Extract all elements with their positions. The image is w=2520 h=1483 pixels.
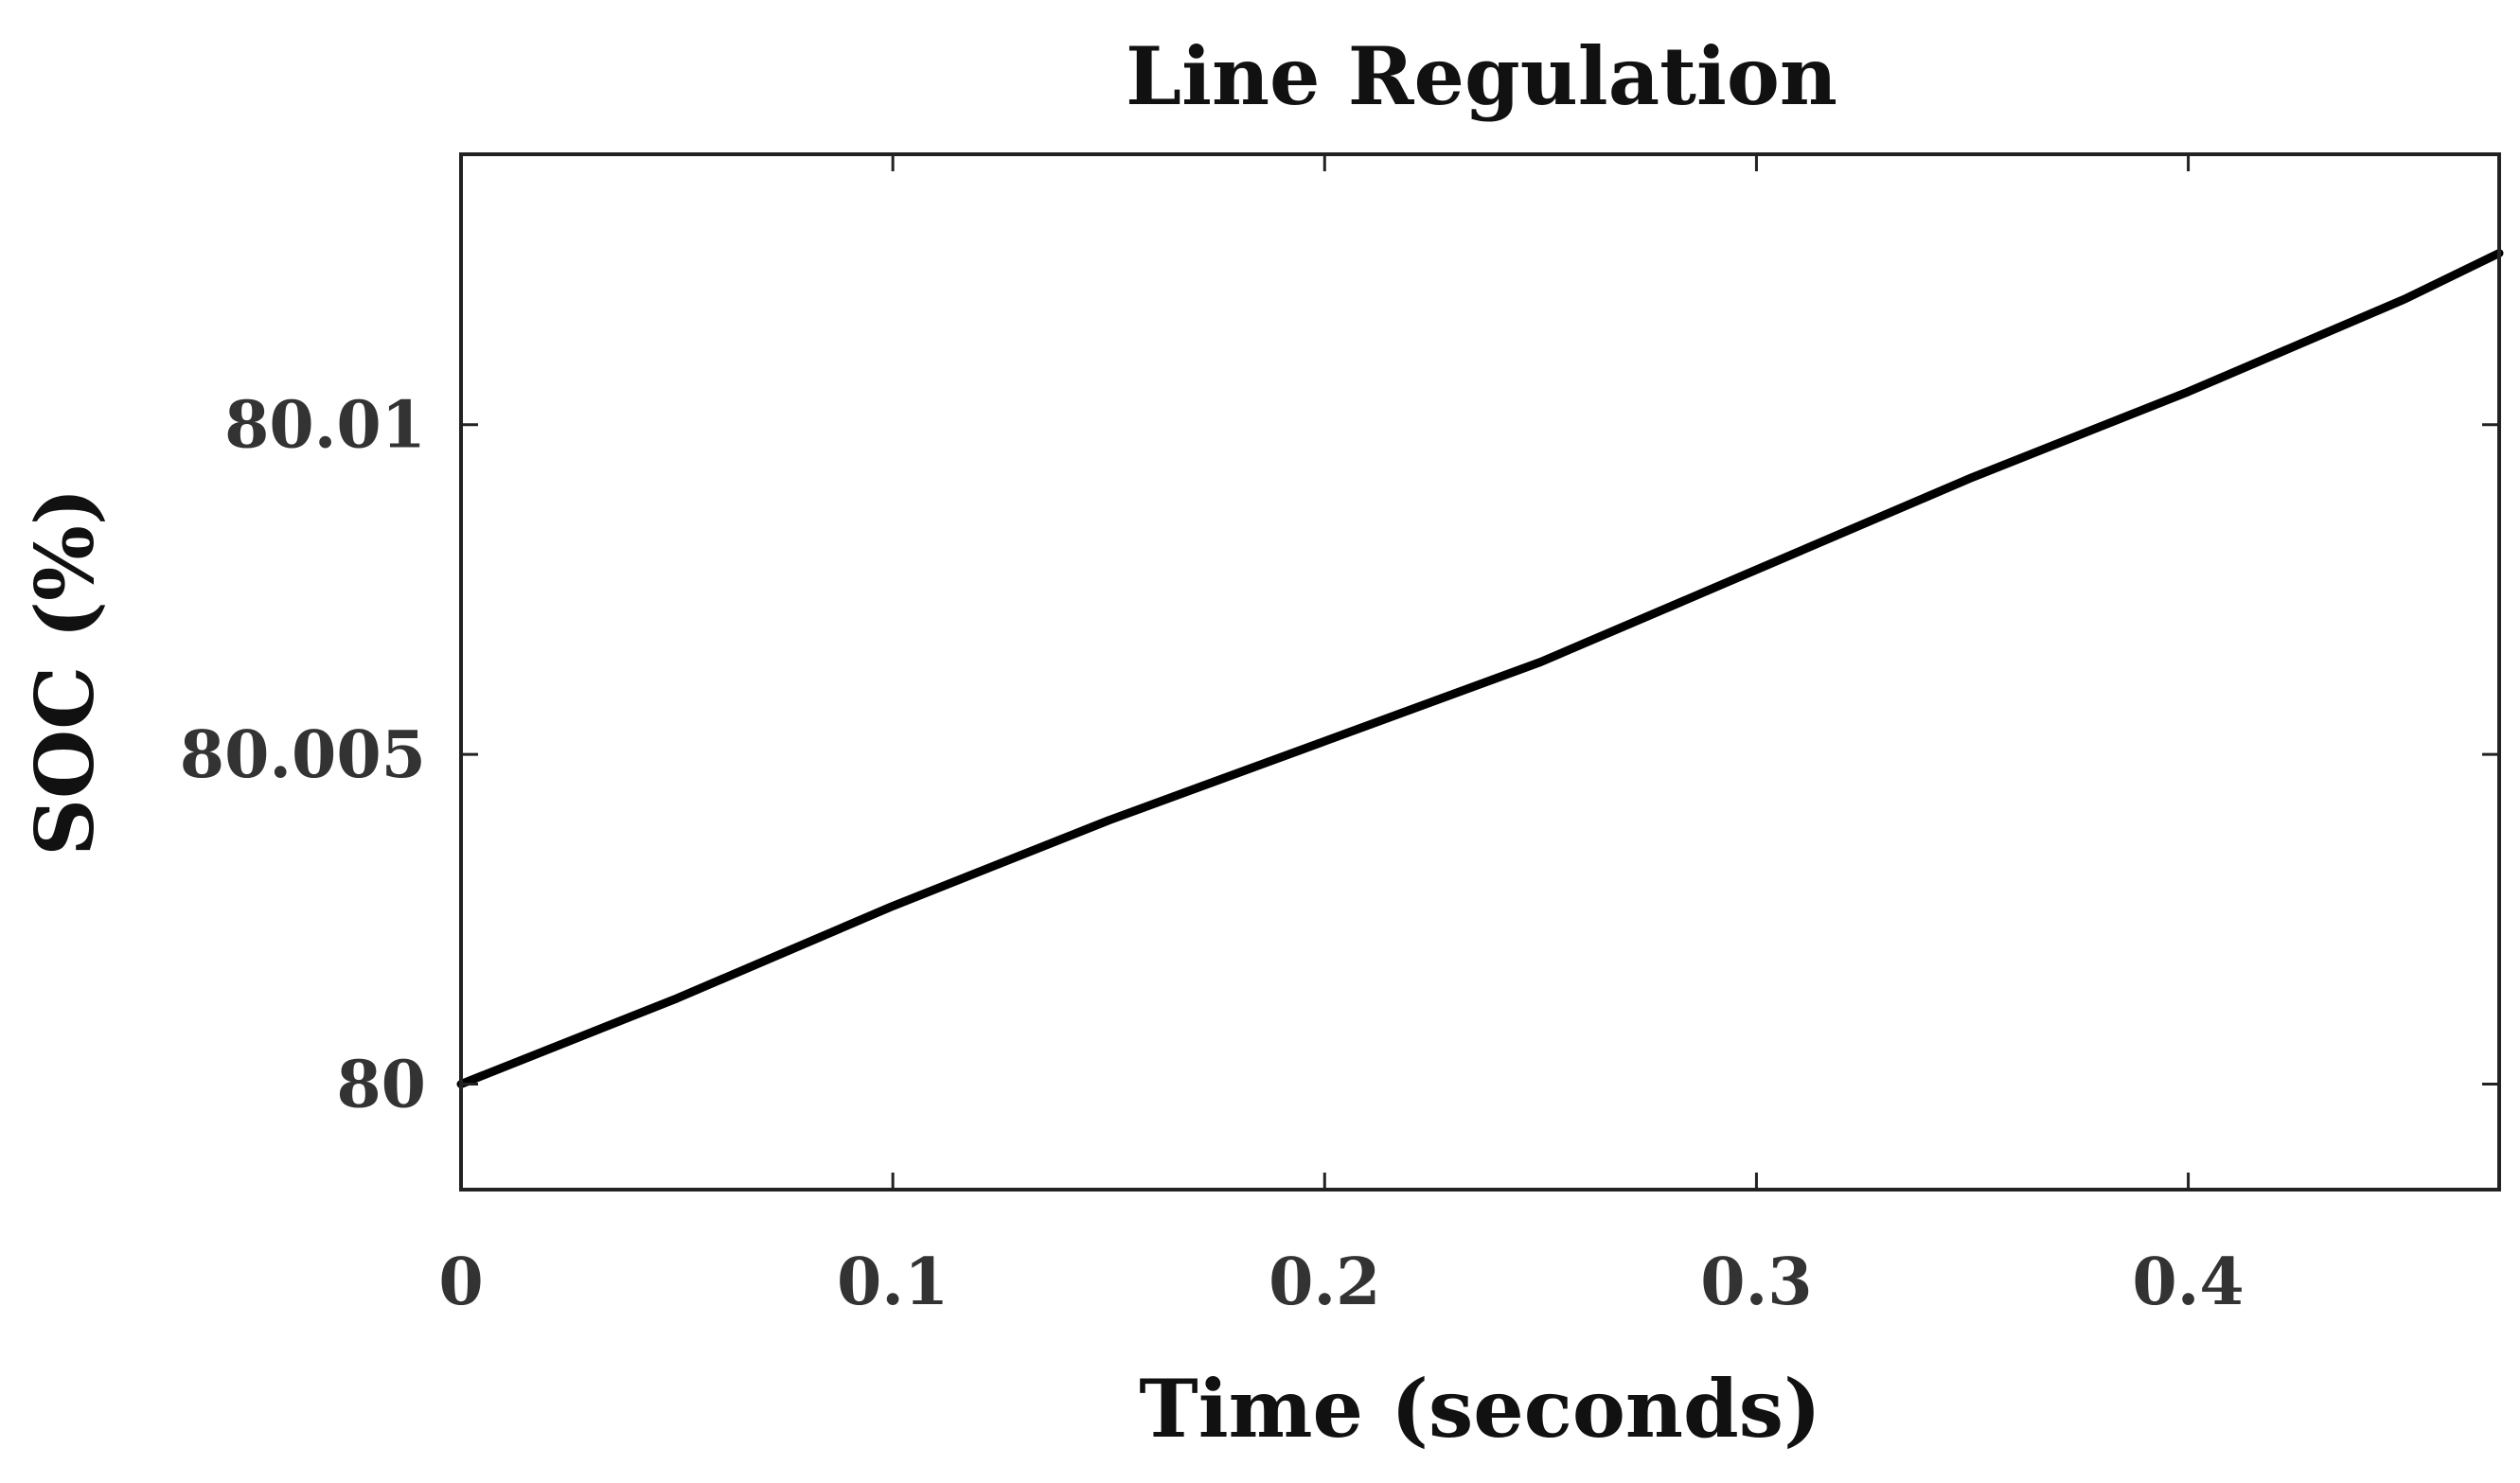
y-axis-label: SOC (%) <box>18 487 112 856</box>
y-tick-label: 80 <box>336 1048 426 1123</box>
y-axis: 80 80.005 80.01 <box>180 388 2499 1123</box>
plot-area <box>456 249 2504 1088</box>
x-tick-label: 0.4 <box>2132 1245 2244 1320</box>
x-tick-label: 0.1 <box>837 1245 949 1320</box>
y-tick-label: 80.01 <box>224 388 426 464</box>
x-tick-label: 0.2 <box>1269 1245 1380 1320</box>
x-tick-label: 0 <box>438 1245 483 1320</box>
x-axis: 0 0.1 0.2 0.3 0.4 <box>438 154 2245 1320</box>
x-tick-label: 0.3 <box>1700 1245 1812 1320</box>
series-line-0 <box>456 249 2504 1088</box>
y-tick-label: 80.005 <box>180 717 426 793</box>
x-axis-label: Time (seconds) <box>1139 1362 1820 1456</box>
chart-title: Line Regulation <box>1126 29 1837 123</box>
plot-frame <box>459 152 2501 1192</box>
